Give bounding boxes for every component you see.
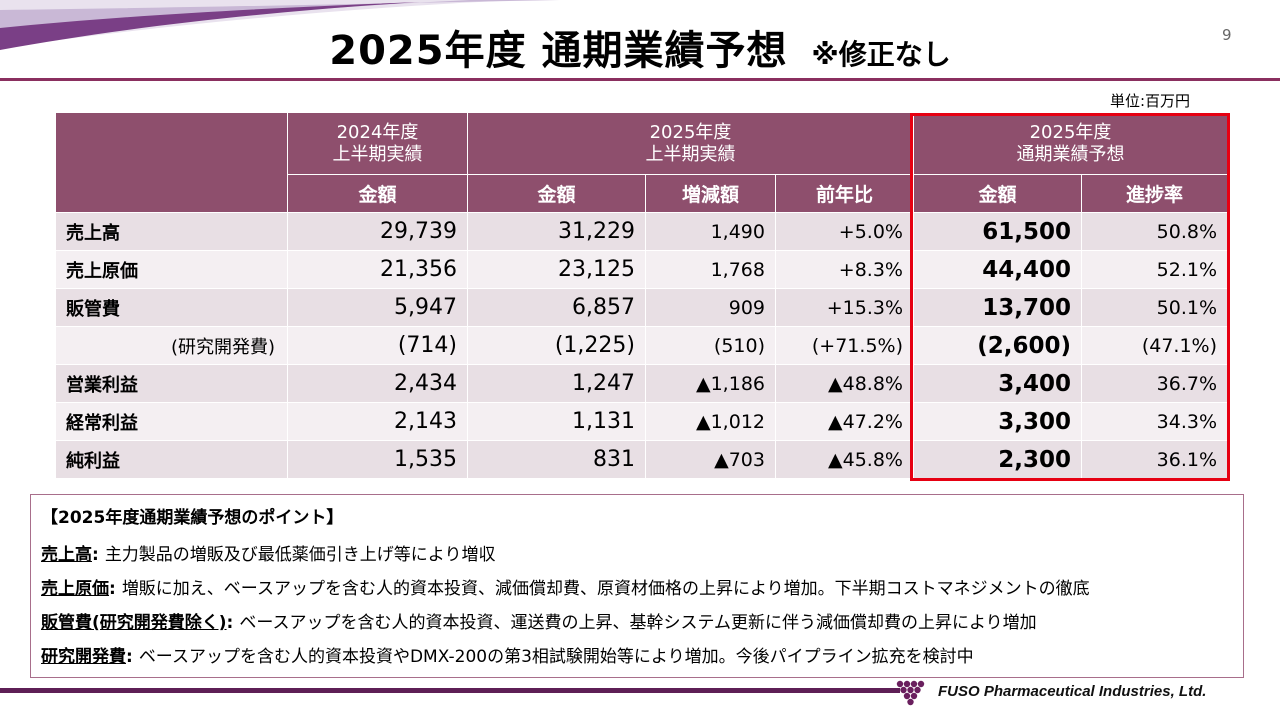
cell-value: 5,947 [287,288,468,327]
cell-value: 21,356 [287,250,468,289]
cell-value: +15.3% [775,288,914,327]
cell-value: 1,247 [467,364,646,403]
row-label: 経常利益 [55,402,288,441]
cell-value: 3,400 [913,364,1082,403]
row-label: 販管費 [55,288,288,327]
cell-value: +5.0% [775,212,914,251]
cell-value: (1,225) [467,326,646,365]
company-name: FUSO Pharmaceutical Industries, Ltd. [938,683,1207,700]
cell-value: (47.1%) [1081,326,1228,365]
cell-value: 50.1% [1081,288,1228,327]
cell-value: ▲1,012 [645,402,776,441]
cell-value: 909 [645,288,776,327]
cell-value: 61,500 [913,212,1082,251]
group-header-2025h1: 2025年度 上半期実績 [467,112,914,175]
cell-value: 31,229 [467,212,646,251]
title-divider [0,78,1280,81]
header-swoosh-decoration [0,0,560,50]
header-blank-cell [55,112,288,213]
cell-value: ▲45.8% [775,440,914,479]
cell-value: (510) [645,326,776,365]
cell-value: 44,400 [913,250,1082,289]
row-label: 営業利益 [55,364,288,403]
title-note: ※修正なし [811,38,951,71]
point-key: 販管費(研究開発費除く) [41,613,227,633]
table-row: 販管費 5,947 6,857 909 +15.3% 13,700 50.1% [55,288,1228,327]
cell-value: 36.1% [1081,440,1228,479]
cell-value: 831 [467,440,646,479]
point-item: 売上原価: 増販に加え、ベースアップを含む人的資本投資、減価償却費、原資材価格の上… [41,579,1090,599]
row-label: 売上高 [55,212,288,251]
table-row: (研究開発費) (714) (1,225) (510) (+71.5%) (2,… [55,326,1228,365]
cell-value: 52.1% [1081,250,1228,289]
cell-value: 1,131 [467,402,646,441]
cell-value: 2,143 [287,402,468,441]
point-key: 売上高 [41,545,92,565]
cell-value: ▲1,186 [645,364,776,403]
cell-value: 2,434 [287,364,468,403]
col-header-progress: 進捗率 [1081,174,1228,213]
cell-value: 3,300 [913,402,1082,441]
cell-value: 1,535 [287,440,468,479]
point-item: 販管費(研究開発費除く): ベースアップを含む人的資本投資、運送費の上昇、基幹シス… [41,613,1037,633]
point-text: 主力製品の増販及び最低薬価引き上げ等により増収 [104,545,496,565]
col-header-yoy: 前年比 [775,174,914,213]
page-number: 9 [1222,26,1232,44]
table-row: 売上原価 21,356 23,125 1,768 +8.3% 44,400 52… [55,250,1228,289]
title-main: 2025年度 通期業績予想 [329,28,788,74]
forecast-table: 2024年度 上半期実績 2025年度 上半期実績 2025年度 通期業績予想 金額 … [55,112,1228,479]
table-row: 純利益 1,535 831 ▲703 ▲45.8% 2,300 36.1% [55,440,1228,479]
point-item: 研究開発費: ベースアップを含む人的資本投資やDMX-200の第3相試験開始等によ… [41,647,974,667]
cell-value: 34.3% [1081,402,1228,441]
cell-value: 1,490 [645,212,776,251]
points-title: 【2025年度通期業績予想のポイント】 [41,508,344,528]
cell-value: +8.3% [775,250,914,289]
cell-value: 1,768 [645,250,776,289]
point-key: 売上原価 [41,579,109,599]
cell-value: 2,300 [913,440,1082,479]
cell-value: ▲47.2% [775,402,914,441]
table-row: 売上高 29,739 31,229 1,490 +5.0% 61,500 50.… [55,212,1228,251]
point-item: 売上高: 主力製品の増販及び最低薬価引き上げ等により増収 [41,545,496,565]
unit-label: 単位:百万円 [1110,92,1191,110]
cell-value: (+71.5%) [775,326,914,365]
cell-value: 23,125 [467,250,646,289]
cell-value: 13,700 [913,288,1082,327]
col-header-amount-2025h1: 金額 [467,174,646,213]
row-label: 売上原価 [55,250,288,289]
footer-divider [0,688,900,693]
point-key: 研究開発費 [41,647,126,667]
cell-value: 6,857 [467,288,646,327]
group-header-2025-forecast: 2025年度 通期業績予想 [913,112,1228,175]
col-header-change: 増減額 [645,174,776,213]
cell-value: (2,600) [913,326,1082,365]
col-header-amount-forecast: 金額 [913,174,1082,213]
cell-value: 29,739 [287,212,468,251]
cell-value: 50.8% [1081,212,1228,251]
cell-value: ▲703 [645,440,776,479]
table-row: 経常利益 2,143 1,131 ▲1,012 ▲47.2% 3,300 34.… [55,402,1228,441]
group-header-2024h1: 2024年度 上半期実績 [287,112,468,175]
cell-value: (714) [287,326,468,365]
forecast-points-box: 【2025年度通期業績予想のポイント】 売上高: 主力製品の増販及び最低薬価引き上… [30,494,1244,678]
col-header-amount-2024: 金額 [287,174,468,213]
point-text: 増販に加え、ベースアップを含む人的資本投資、減価償却費、原資材価格の上昇により増… [121,579,1090,599]
point-text: ベースアップを含む人的資本投資、運送費の上昇、基幹システム更新に伴う減価償却費の… [239,613,1037,633]
grape-logo-icon [896,680,925,706]
cell-value: 36.7% [1081,364,1228,403]
slide-title: 2025年度 通期業績予想 ※修正なし [0,18,1280,76]
cell-value: ▲48.8% [775,364,914,403]
row-label: (研究開発費) [55,326,288,365]
table-row: 営業利益 2,434 1,247 ▲1,186 ▲48.8% 3,400 36.… [55,364,1228,403]
row-label: 純利益 [55,440,288,479]
point-text: ベースアップを含む人的資本投資やDMX-200の第3相試験開始等により増加。今後… [138,647,974,667]
